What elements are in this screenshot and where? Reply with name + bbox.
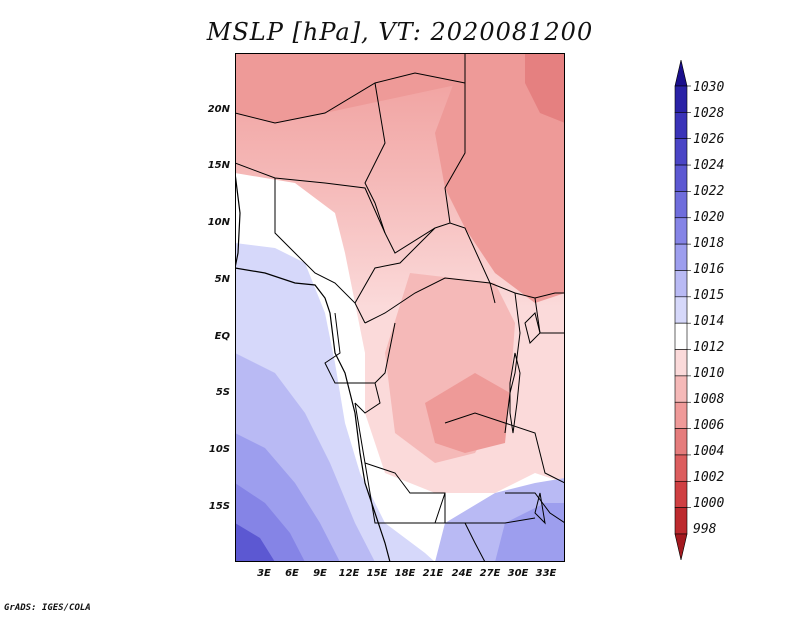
lakes	[509, 312, 546, 525]
lat-label-10s: 10S	[208, 444, 230, 455]
pressure-zone-1022	[235, 523, 275, 562]
colorbar-segment	[674, 454, 688, 482]
lon-label-24e: 24E	[451, 568, 473, 579]
colorbar-segment	[674, 112, 688, 140]
colorbar-segment	[674, 138, 688, 166]
pressure-zone-1008-north	[235, 53, 465, 123]
colorbar-segment	[674, 270, 688, 298]
colorbar-label-1012: 1012	[693, 340, 725, 355]
colorbar-label-1000: 1000	[693, 496, 725, 511]
lon-label-15e: 15E	[366, 568, 388, 579]
colorbar-label-1015: 1015	[693, 288, 725, 303]
pressure-zone-1018-se	[495, 503, 565, 562]
lat-label-10n: 10N	[207, 217, 230, 228]
pressure-map	[235, 53, 565, 562]
colorbar-label-1022: 1022	[693, 184, 725, 199]
colorbar-label-1024: 1024	[693, 158, 725, 173]
colorbar-segment	[674, 85, 688, 113]
lat-label-15n: 15N	[207, 160, 230, 171]
credit-text: GrADS: IGES/COLA	[4, 603, 91, 613]
colorbar-top-arrow	[674, 60, 688, 87]
lat-label-5s: 5S	[215, 387, 230, 398]
colorbar-label-1030: 1030	[693, 80, 725, 95]
colorbar-segment	[674, 322, 688, 350]
colorbar-label-1002: 1002	[693, 470, 725, 485]
lat-label-5n: 5N	[214, 274, 230, 285]
lon-label-21e: 21E	[422, 568, 444, 579]
map-border	[235, 53, 565, 562]
lon-label-12e: 12E	[338, 568, 360, 579]
colorbar-segment	[674, 428, 688, 456]
colorbar-label-1020: 1020	[693, 210, 725, 225]
colorbar-segment	[674, 507, 688, 535]
colorbar-label-1016: 1016	[693, 262, 725, 277]
country-borders	[235, 53, 565, 562]
colorbar-segments	[674, 60, 691, 560]
colorbar-segment	[674, 243, 688, 271]
colorbar-label-1004: 1004	[693, 444, 725, 459]
colorbar-label-1006: 1006	[693, 418, 725, 433]
lon-label-3e: 3E	[257, 568, 271, 579]
lon-label-18e: 18E	[394, 568, 416, 579]
lat-label-eq: EQ	[214, 331, 230, 342]
lon-label-6e: 6E	[285, 568, 299, 579]
colorbar-label-1008: 1008	[693, 392, 725, 407]
colorbar-segment	[674, 296, 688, 324]
lon-label-27e: 27E	[479, 568, 501, 579]
colorbar-label-1028: 1028	[693, 106, 725, 121]
pressure-zone-1006	[525, 53, 565, 123]
lat-label-15s: 15S	[208, 501, 230, 512]
lon-label-30e: 30E	[507, 568, 529, 579]
colorbar-segment	[674, 164, 688, 192]
colorbar-label-1010: 1010	[693, 366, 725, 381]
colorbar-label-1026: 1026	[693, 132, 725, 147]
pressure-zone-1008	[435, 53, 565, 303]
lon-label-33e: 33E	[535, 568, 557, 579]
colorbar-segment	[674, 375, 688, 403]
colorbar-bottom-arrow	[674, 533, 688, 560]
lon-label-9e: 9E	[313, 568, 327, 579]
pressure-zone-1008-central	[425, 373, 510, 453]
colorbar	[674, 60, 691, 560]
colorbar-segment	[674, 480, 688, 508]
coastline	[235, 172, 391, 562]
lat-label-20n: 20N	[207, 104, 230, 115]
colorbar-segment	[674, 401, 688, 429]
colorbar-segment	[674, 191, 688, 219]
chart-title: MSLP [hPa], VT: 2020081200	[206, 18, 594, 46]
colorbar-label-1018: 1018	[693, 236, 725, 251]
colorbar-segment	[674, 217, 688, 245]
colorbar-label-998: 998	[693, 522, 717, 537]
colorbar-label-1014: 1014	[693, 314, 725, 329]
colorbar-segment	[674, 349, 688, 377]
